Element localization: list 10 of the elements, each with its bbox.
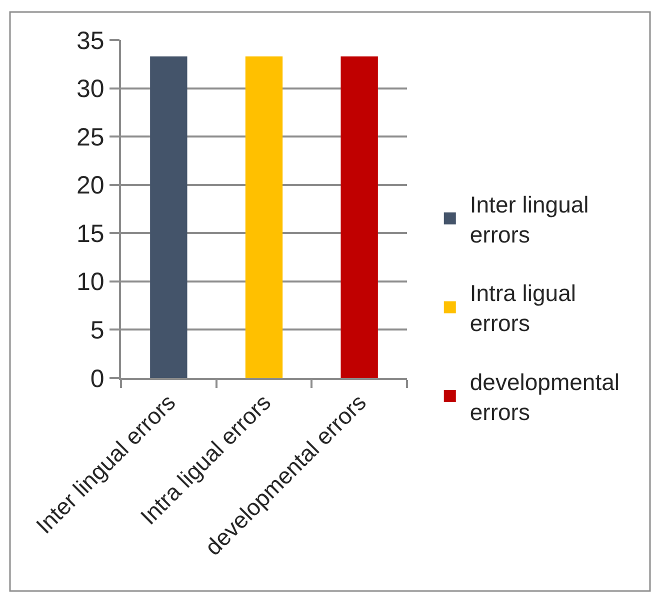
y-tick-label: 0 — [90, 364, 104, 393]
y-tick-label: 25 — [76, 123, 104, 152]
y-tick-label: 20 — [76, 172, 104, 200]
y-tick-label: 15 — [76, 220, 104, 248]
legend-label: Intra ligual errors — [470, 280, 576, 336]
y-tick-label: 35 — [76, 26, 104, 55]
y-tick-label: 10 — [76, 268, 104, 296]
legend-label: Inter lingual errors — [470, 191, 589, 248]
y-tick-label: 30 — [76, 75, 104, 104]
y-tick-label: 5 — [90, 316, 104, 344]
